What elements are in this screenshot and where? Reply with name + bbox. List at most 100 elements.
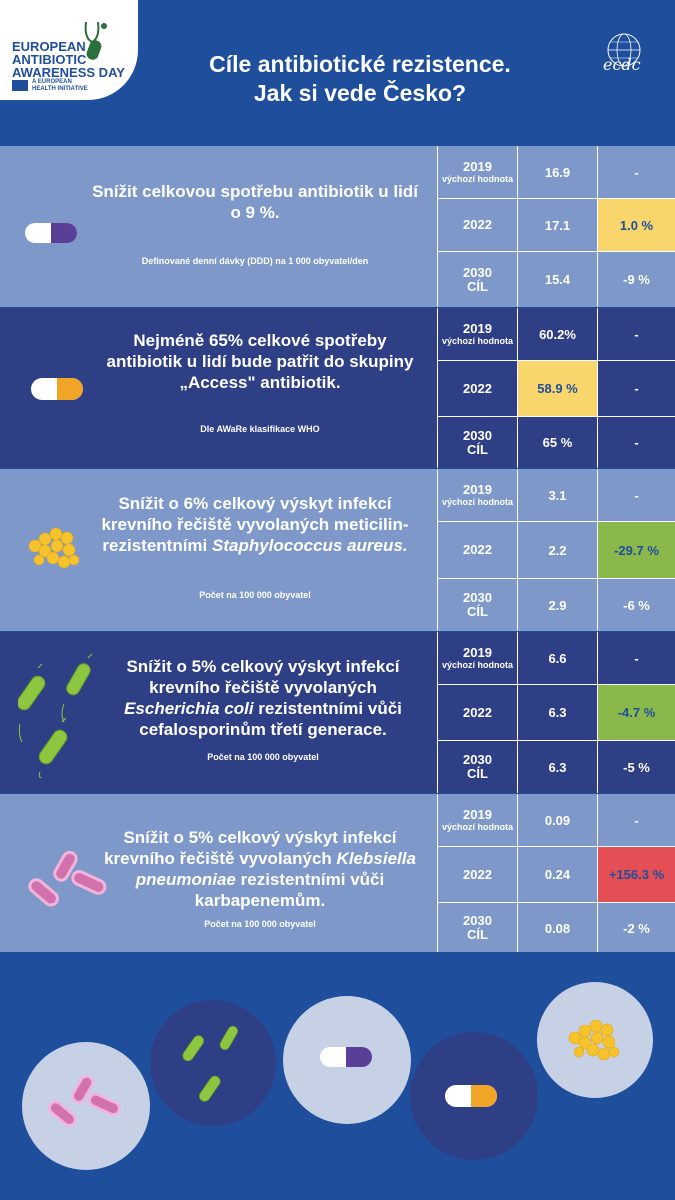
year-label: 2022: [463, 866, 492, 882]
year-label: 2022: [463, 542, 492, 557]
goal-note-2: Dle AWaRe klasifikace WHO: [200, 424, 320, 434]
klebsiella-bacteria-icon: [28, 850, 107, 907]
klebsiella-bacteria-icon: [22, 1042, 150, 1170]
table-row: 2019 výchozí hodnota 0.09 -: [437, 794, 675, 847]
goal-section-5: Snížit o 5% celkový výskyt infekcí krevn…: [0, 794, 675, 953]
change-cell: -: [597, 469, 675, 521]
year-label: 2022: [463, 380, 492, 396]
goal-section-1: Snížit celkovou spotřebu antibiotik u li…: [0, 146, 675, 307]
logo-line1: EUROPEAN: [12, 39, 86, 54]
logo-sub2: HEALTH INITIATIVE: [32, 86, 88, 92]
change-cell: -5 %: [597, 741, 675, 793]
goal-text-1: Snížit celkovou spotřebu antibiotik u li…: [92, 182, 418, 222]
year-sub-label: výchozí hodnota: [441, 660, 513, 670]
year-sub-label: CÍL: [467, 278, 488, 294]
table-row: 2022 0.24 +156.3 %: [437, 847, 675, 903]
table-row: 2019 výchozí hodnota 60.2% -: [437, 308, 675, 361]
goal-text-3: Snížit o 6% celkový výskyt infekcí krevn…: [95, 493, 415, 556]
goal-note-1: Definované denní dávky (DDD) na 1 000 ob…: [141, 256, 369, 266]
value-cell: 15.4: [517, 252, 597, 307]
table-row: 2030 CÍL 65 % -: [437, 417, 675, 468]
year-label: 2019: [463, 321, 492, 336]
year-sub-label: výchozí hodnota: [441, 822, 513, 832]
white-purple-capsule-icon: [283, 996, 411, 1124]
goal-note-3: Počet na 100 000 obyvatel: [199, 590, 311, 600]
value-cell: 2.2: [517, 522, 597, 578]
ecdc-globe-icon: [607, 33, 641, 67]
table-row: 2030 CÍL 0.08 -2 %: [437, 903, 675, 953]
footer-illustration: [0, 952, 675, 1200]
year-sub-label: výchozí hodnota: [441, 336, 513, 346]
value-cell: 6.3: [517, 685, 597, 740]
staphylococcus-cluster-icon: [28, 527, 80, 569]
change-cell: -29.7 %: [597, 522, 675, 578]
value-cell: 16.9: [517, 146, 597, 198]
e-coli-bacteria-icon: [18, 653, 93, 778]
year-label: 2019: [463, 645, 492, 660]
value-cell: 0.24: [517, 847, 597, 902]
year-sub-label: výchozí hodnota: [441, 174, 513, 184]
value-cell: 65 %: [517, 417, 597, 468]
table-row: 2022 2.2 -29.7 %: [437, 522, 675, 579]
goal-section-3: Snížit o 6% celkový výskyt infekcí krevn…: [0, 469, 675, 631]
logo-line2: ANTIBIOTIC: [12, 52, 87, 67]
change-cell: +156.3 %: [597, 847, 675, 902]
year-sub-label: CÍL: [467, 604, 488, 619]
change-cell: -6 %: [597, 579, 675, 631]
ecdc-logo-text: ecdc: [603, 55, 641, 74]
change-cell: -: [597, 308, 675, 360]
year-sub-label: CÍL: [467, 927, 488, 942]
goal-text-italic: Klebsiella pneumoniae: [135, 849, 416, 889]
table-row: 2019 výchozí hodnota 16.9 -: [437, 146, 675, 199]
header: EUROPEAN ANTIBIOTIC AWARENESS DAY A EURO…: [0, 0, 675, 146]
goal-table-5: 2019 výchozí hodnota 0.09 - 2022 0.24 +15…: [437, 794, 675, 953]
value-cell: 6.3: [517, 741, 597, 793]
eaad-logo: EUROPEAN ANTIBIOTIC AWARENESS DAY A EURO…: [0, 0, 138, 100]
change-cell: -2 %: [597, 903, 675, 953]
logo-sub1: A EUROPEAN: [32, 79, 72, 85]
goal-text-part: rezistentními vůči cefalosporinům třetí …: [139, 699, 402, 739]
table-row: 2022 58.9 % -: [437, 361, 675, 417]
goal-text-5: Snížit o 5% celkový výskyt infekcí krevn…: [100, 827, 420, 911]
year-label: 2030: [463, 752, 492, 767]
change-cell: -: [597, 146, 675, 198]
staphylococcus-cluster-icon: [537, 982, 653, 1098]
goal-text-2: Nejméně 65% celkové spotřeby antibiotik …: [106, 331, 414, 392]
year-label: 2030: [463, 590, 492, 605]
change-cell: -4.7 %: [597, 685, 675, 740]
table-row: 2019 výchozí hodnota 6.6 -: [437, 632, 675, 685]
year-sub-label: výchozí hodnota: [441, 497, 513, 507]
goal-table-1: 2019 výchozí hodnota 16.9 - 2022 17.1 1.0…: [437, 146, 675, 307]
change-cell: -9 %: [597, 252, 675, 307]
goal-text-part: rezistentními vůči karbapenemům.: [194, 870, 385, 910]
white-orange-capsule-icon: [410, 1032, 538, 1160]
goal-section-4: Snížit o 5% celkový výskyt infekcí krevn…: [0, 632, 675, 793]
value-cell: 6.6: [517, 632, 597, 684]
white-orange-capsule-icon: [31, 378, 83, 400]
table-row: 2030 CÍL 15.4 -9 %: [437, 252, 675, 307]
goal-text-italic: Staphylococcus aureus.: [212, 536, 408, 555]
year-sub-label: CÍL: [467, 766, 488, 781]
goal-section-2: Nejméně 65% celkové spotřeby antibiotik …: [0, 308, 675, 468]
change-cell: 1.0 %: [597, 199, 675, 251]
page-title: Cíle antibiotické rezistence. Jak si ved…: [150, 50, 570, 108]
goal-text-part: Snížit o 6% celkový výskyt infekcí krevn…: [101, 494, 409, 555]
goal-text-4: Snížit o 5% celkový výskyt infekcí krevn…: [102, 656, 424, 740]
change-cell: -: [597, 632, 675, 684]
table-row: 2022 17.1 1.0 %: [437, 199, 675, 252]
goal-note-5: Počet na 100 000 obyvatel: [204, 919, 316, 929]
table-row: 2030 CÍL 6.3 -5 %: [437, 741, 675, 793]
goal-table-2: 2019 výchozí hodnota 60.2% - 2022 58.9 % …: [437, 308, 675, 468]
year-label: 2019: [463, 482, 492, 497]
goal-note-4: Počet na 100 000 obyvatel: [207, 752, 319, 762]
e-coli-bacteria-icon: [150, 1000, 276, 1126]
table-row: 2019 výchozí hodnota 3.1 -: [437, 469, 675, 522]
year-label: 2030: [463, 427, 492, 443]
year-label: 2019: [463, 807, 492, 822]
year-label: 2030: [463, 913, 492, 928]
value-cell: 17.1: [517, 199, 597, 251]
table-row: 2030 CÍL 2.9 -6 %: [437, 579, 675, 631]
eu-flag-icon: [12, 80, 28, 91]
value-cell: 0.09: [517, 794, 597, 846]
white-purple-capsule-icon: [25, 223, 77, 243]
